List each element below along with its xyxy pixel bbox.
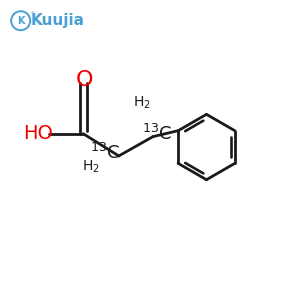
Text: HO: HO: [23, 124, 52, 143]
Text: $^{13}$C: $^{13}$C: [142, 124, 172, 144]
Text: $^{13}$C: $^{13}$C: [90, 143, 120, 163]
Text: O: O: [76, 70, 93, 90]
Text: H$_2$: H$_2$: [133, 94, 151, 111]
Text: H$_2$: H$_2$: [82, 158, 100, 175]
Text: °: °: [30, 12, 34, 18]
Text: Kuujia: Kuujia: [31, 13, 85, 28]
Text: K: K: [17, 16, 25, 26]
